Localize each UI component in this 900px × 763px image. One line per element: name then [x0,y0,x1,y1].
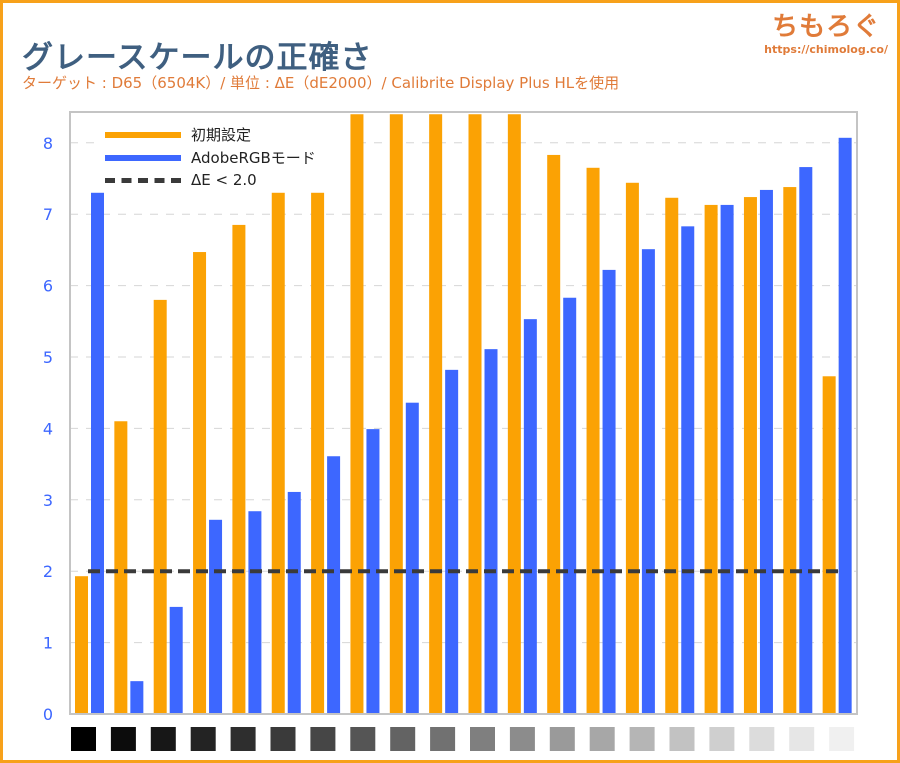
y-tick-label: 8 [43,134,53,153]
legend-label: ΔE < 2.0 [191,171,257,189]
bar-adobergb [799,167,813,715]
gray-swatch [669,727,695,751]
bar-initial [586,167,600,715]
legend-swatch-dashed [105,177,181,183]
bar-initial [625,182,639,714]
legend-item-adobergb: AdobeRGBモード [105,147,316,168]
bar-initial [547,154,561,715]
gray-swatch [789,727,815,751]
legend-item-initial: 初期設定 [105,124,251,145]
bar-adobergb [91,192,104,714]
bar-adobergb [327,456,341,714]
y-tick-label: 2 [43,562,53,581]
gray-swatch [470,727,495,751]
gray-swatch [549,727,575,751]
bar-initial [389,114,403,715]
bar-adobergb [720,204,734,714]
gray-swatch [430,727,456,751]
bar-initial [75,576,88,714]
bar-adobergb [523,319,537,714]
y-tick-label: 1 [43,634,53,653]
gray-swatch [230,727,256,751]
page-title: グレースケールの正確さ [22,40,373,76]
gray-swatch [310,727,336,751]
gray-swatch [190,727,216,751]
bar-adobergb [405,402,419,714]
legend: 初期設定 AdobeRGBモード ΔE < 2.0 [100,122,350,192]
bar-initial [193,252,207,715]
logo-text: ちもろぐ [772,12,881,42]
bar-adobergb [759,189,773,714]
gray-swatch [110,727,136,751]
bar-initial [507,114,521,715]
y-tick-label: 0 [43,705,53,724]
gray-swatch [829,727,855,751]
gray-swatch [749,727,775,751]
bar-adobergb [130,681,144,714]
legend-swatch-orange [105,131,181,138]
gray-swatch [629,727,655,751]
y-tick-label: 6 [43,277,53,296]
bar-adobergb [169,606,183,714]
bar-initial [271,192,285,714]
gray-swatch [150,727,176,751]
legend-label: 初期設定 [191,126,252,144]
bar-initial [822,376,836,714]
bar-adobergb [248,511,262,714]
plot-border [69,111,858,715]
bar-initial [114,421,128,714]
bar-adobergb [366,429,380,714]
y-tick-label: 7 [43,205,53,224]
gray-swatch [71,727,96,751]
bar-initial [743,197,757,715]
y-tick-label: 4 [43,419,53,438]
bar-adobergb [563,297,577,714]
y-tick-label: 5 [43,348,53,367]
bar-adobergb [484,349,498,714]
bar-initial [232,224,246,714]
bar-adobergb [445,369,459,714]
bar-initial [783,187,797,714]
bar-adobergb [209,519,223,714]
bar-initial [704,204,718,714]
bar-initial [468,114,482,715]
bar-initial [429,114,443,715]
bar-initial [350,114,364,715]
bar-adobergb [838,137,852,714]
gray-swatch [709,727,735,751]
y-tick-label: 3 [43,491,53,510]
gray-swatch [589,727,615,751]
bar-adobergb [287,491,301,714]
bar-initial [311,192,325,714]
legend-label: AdobeRGBモード [191,149,316,167]
gray-swatch [350,727,376,751]
gray-swatch [270,727,296,751]
bar-adobergb [602,269,616,714]
bar-adobergb [681,226,695,714]
gray-swatch [390,727,416,751]
logo-url: https://chimolog.co/ [764,43,888,56]
bar-adobergb [641,249,655,714]
logo: ちもろぐ https://chimolog.co/ [764,6,888,56]
subtitle: ターゲット : D65（6504K）/ 単位 : ΔE（dE2000）/ Cal… [22,74,620,92]
legend-swatch-blue [105,154,181,161]
legend-item-reference: ΔE < 2.0 [105,171,257,189]
gray-swatch [509,727,535,751]
bar-initial [153,299,167,714]
bar-initial [665,197,679,714]
